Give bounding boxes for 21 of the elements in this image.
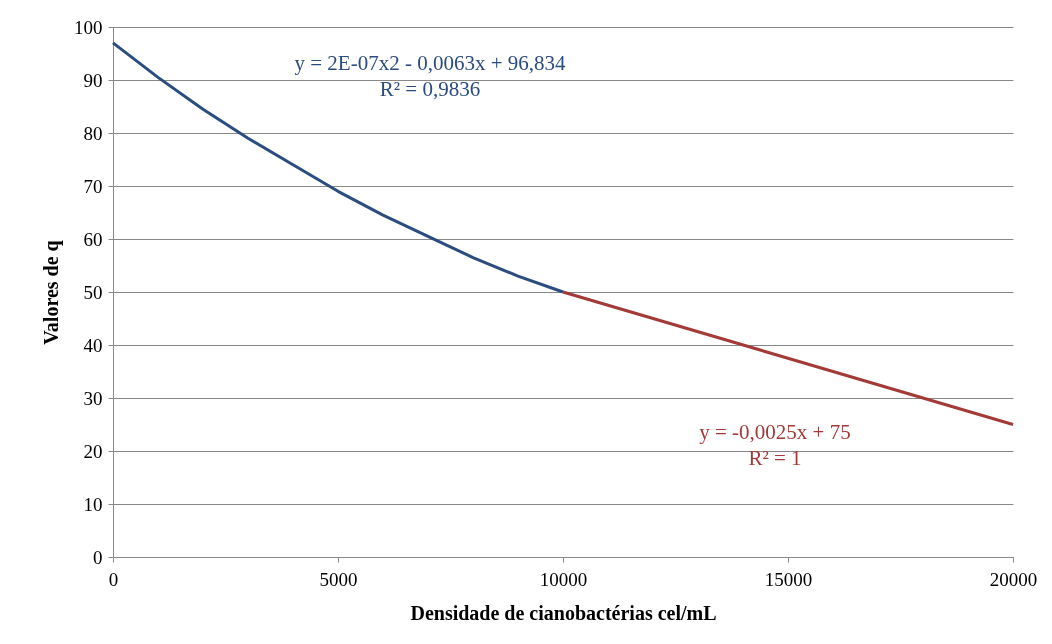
y-tick-label: 100 bbox=[74, 16, 103, 38]
x-tick-label: 10000 bbox=[539, 568, 588, 590]
x-tick-label: 5000 bbox=[319, 568, 358, 590]
x-tick-label: 15000 bbox=[764, 568, 813, 590]
line-series bbox=[111, 41, 565, 294]
annotation: y = -0,0025x + 75 R² = 1 bbox=[699, 420, 851, 470]
x-axis-title: Densidade de cianobactérias cel/mL bbox=[410, 601, 717, 624]
y-tick-label: 30 bbox=[83, 387, 103, 409]
y-tick-label: 70 bbox=[83, 175, 103, 197]
annotation: y = 2E-07x2 - 0,0063x + 96,834 R² = 0,9836 bbox=[294, 51, 566, 101]
y-tick-label: 0 bbox=[93, 546, 103, 568]
y-axis-title: Valores de q bbox=[40, 240, 63, 345]
y-tick-label: 20 bbox=[83, 440, 103, 462]
x-tick-label: 0 bbox=[108, 568, 119, 590]
y-tick-label: 80 bbox=[83, 122, 103, 144]
y-tick-label: 40 bbox=[83, 334, 103, 356]
x-tick-label: 20000 bbox=[989, 568, 1038, 590]
y-tick-label: 50 bbox=[83, 281, 103, 303]
y-tick-label: 90 bbox=[83, 69, 103, 91]
y-tick-label: 60 bbox=[83, 228, 103, 250]
y-tick-label: 10 bbox=[83, 493, 103, 515]
